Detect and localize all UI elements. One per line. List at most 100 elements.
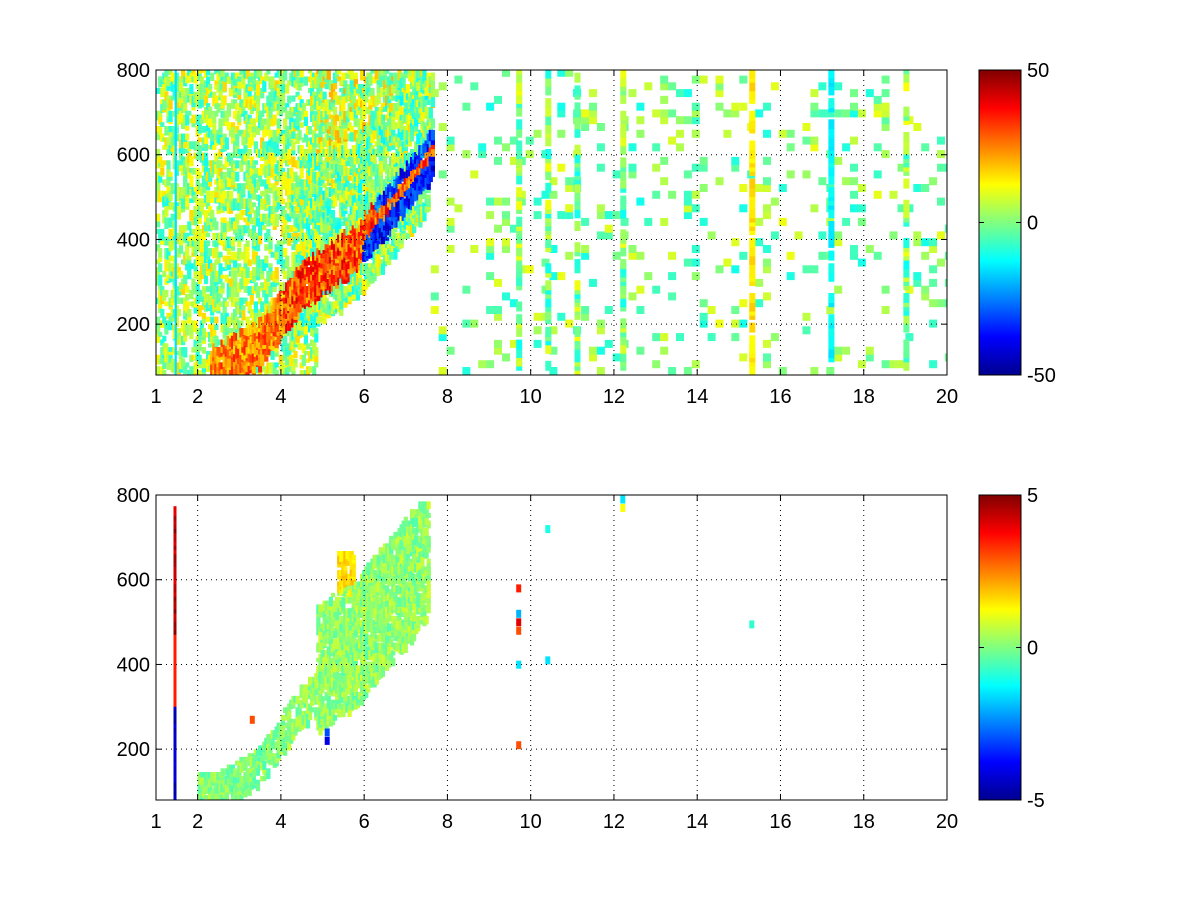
heatmap-cell [245,251,250,262]
heatmap-cell [426,72,431,78]
heatmap-cell [362,110,367,120]
heatmap-cell [274,213,279,225]
heatmap-cell [193,213,198,226]
heatmap-streak-cell [516,233,523,244]
heatmap-cell [454,75,463,84]
heatmap-cell [239,297,244,310]
heatmap-cell [233,187,238,192]
heatmap-cell [715,265,724,274]
heatmap-cell [203,152,209,158]
heatmap-cell [160,228,165,241]
heatmap-cell [715,82,724,91]
heatmap-cell [228,278,234,288]
heatmap-cell [549,272,558,281]
heatmap-cell [604,339,613,348]
heatmap-cell [206,217,211,227]
heatmap-cell [268,187,273,194]
heatmap-cell [245,240,250,247]
heatmap-cell [293,362,298,368]
heatmap-cell [237,362,242,375]
heatmap-cell [755,109,764,118]
heatmap-cell [308,126,313,135]
heatmap-cell [162,72,167,80]
heatmap-cell [494,306,502,314]
heatmap-cell [357,255,363,265]
heatmap-cell [557,312,566,321]
heatmap-cell [251,274,256,282]
heatmap-streak-cell [828,263,835,274]
heatmap-cell [212,289,217,299]
heatmap-cell [260,110,265,118]
heatmap-cell [683,258,692,267]
heatmap-cell [929,177,938,186]
heatmap-cell [401,76,406,85]
heatmap-cell [249,350,254,363]
heatmap-cell [541,190,550,199]
heatmap-cell [438,326,447,335]
heatmap-cell [164,236,169,246]
heatmap-streak-cell [903,70,910,75]
heatmap-cell [351,209,356,221]
heatmap-cell [636,116,645,125]
heatmap-cell [802,170,811,179]
heatmap-cell [343,217,348,225]
heatmap-cell [428,106,433,119]
heatmap-cell [247,95,252,103]
heatmap-cell [715,319,724,328]
heatmap-cell [193,362,198,374]
heatmap-cell [156,267,161,278]
heatmap-cell [944,353,947,362]
heatmap-cell [224,244,229,252]
heatmap-cell [303,263,308,270]
heatmap-cell [834,353,843,362]
heatmap-cell [235,160,240,169]
heatmap-cell [376,190,381,197]
heatmap-cell [237,350,242,358]
heatmap-cell [297,343,302,350]
heatmap-cell [368,103,373,110]
heatmap-cell [199,270,204,280]
heatmap-cell [287,213,292,222]
heatmap-cell [212,95,217,107]
heatmap-cell [178,160,184,166]
heatmap-cell [353,72,358,80]
heatmap-cell [778,184,787,192]
heatmap-cell [237,213,242,219]
heatmap-cell [226,122,231,131]
heatmap-cell [199,80,204,92]
heatmap-cell [245,225,250,232]
heatmap-cell [243,87,248,100]
heatmap-cell [233,309,238,320]
heatmap-cell [834,238,843,247]
heatmap-cell [218,270,223,277]
heatmap-cell [913,272,922,281]
heatmap-cell [168,190,173,202]
heatmap-cell [818,109,827,118]
heatmap-streak-cell [545,161,552,172]
heatmap-cell [264,72,269,81]
heatmap-cell [218,87,223,98]
heatmap-cell [322,80,327,87]
heatmap-cell [237,339,242,349]
heatmap-streak-cell [516,339,523,350]
heatmap-cell [628,89,637,98]
heatmap-cell [312,366,317,375]
heatmap-cell [249,289,254,295]
heatmap-cell [929,278,938,287]
heatmap-cell [174,209,179,216]
heatmap-cell [683,89,692,98]
heatmap-cell [162,316,167,324]
heatmap-cell [834,109,843,118]
heatmap-streak-cell [545,297,552,308]
heatmap-cell [299,70,304,78]
heatmap-cell [158,255,163,262]
heatmap-cell [201,263,206,275]
heatmap-cell [308,156,313,169]
heatmap-cell [201,316,206,324]
heatmap-cell [247,301,252,311]
heatmap-cell [283,248,288,258]
heatmap-cell [341,72,346,81]
heatmap-cell [206,198,211,209]
heatmap-cell [391,114,396,120]
